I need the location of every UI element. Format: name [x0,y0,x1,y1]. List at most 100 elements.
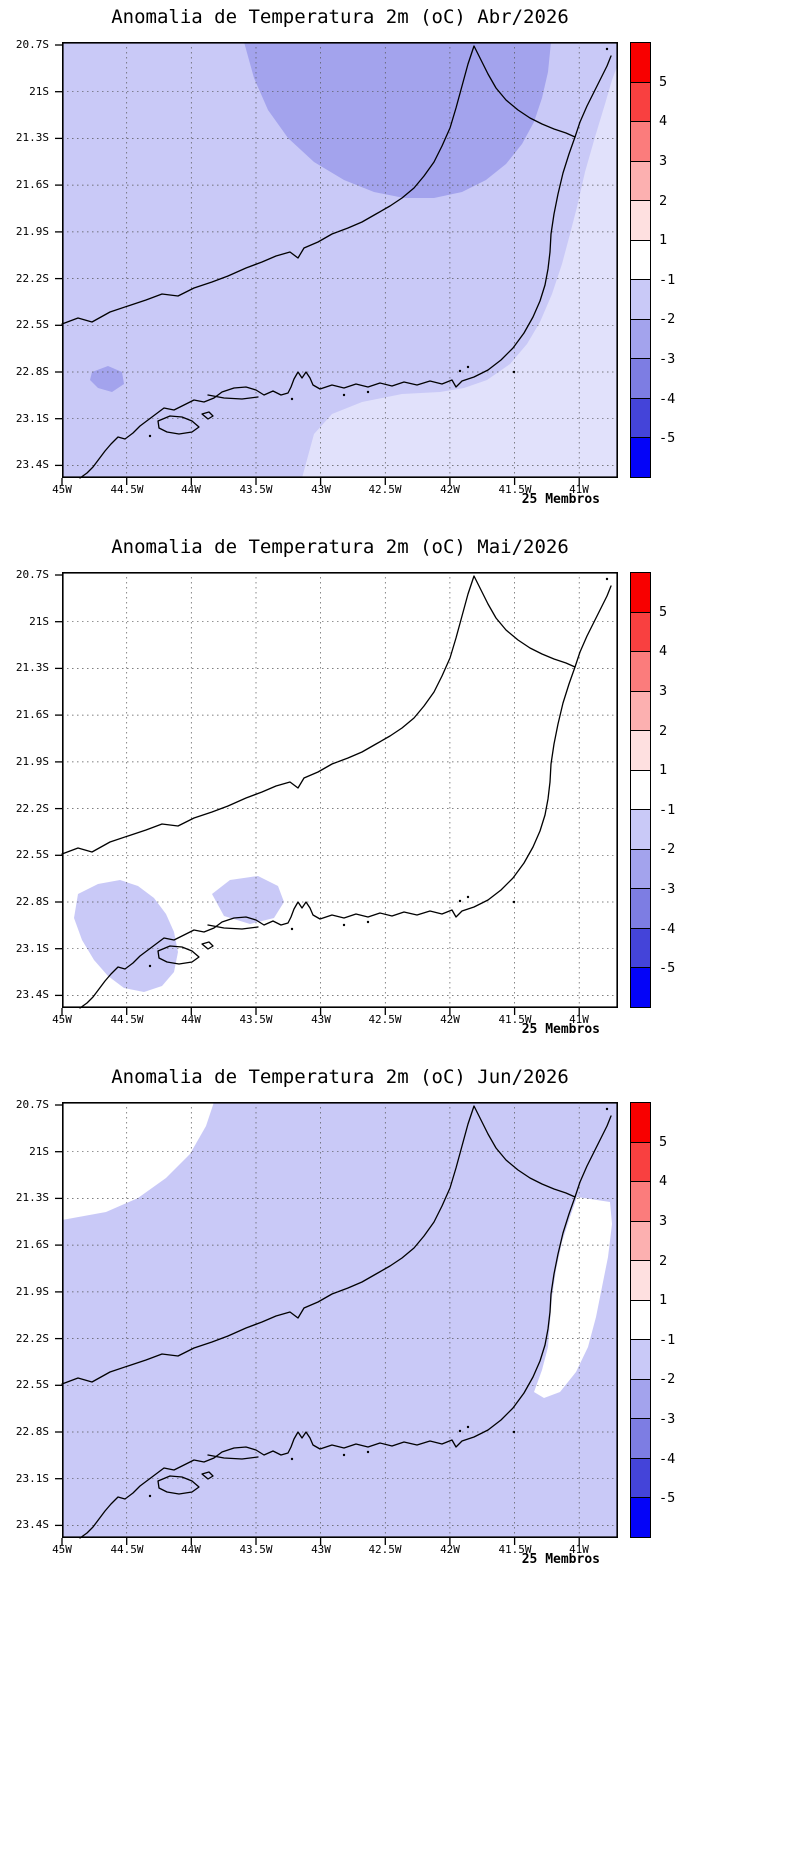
lat-tick-label: 22.8S [15,365,49,378]
anomaly-shade-light-se [302,64,618,478]
colorbar-tick-label: -5 [659,960,676,976]
colorbar-tick-label: 2 [659,1253,668,1269]
colorbar-segment [631,1457,650,1498]
ensemble-members-label: 25 Membros [521,1552,600,1567]
colorbar-tick-label: -3 [659,1411,676,1427]
lon-tick-label: 42W [440,483,460,496]
lat-tick-label: 21.9S [15,1285,49,1298]
anomaly-map-jun [54,1101,619,1546]
colorbar-tick-label: 2 [659,723,668,739]
lon-tick-label: 45W [52,1013,72,1026]
lon-tick-label: 43.5W [239,1013,273,1026]
colorbar-tick-label: -5 [659,1490,676,1506]
lon-tick-label: 42.5W [368,483,402,496]
neutral-shade-offshore-east [534,1197,612,1398]
lat-tick-label: 22.5S [15,1378,49,1391]
lat-tick-label: 20.7S [15,568,49,581]
neutral-shade-nw-corner [62,1102,214,1220]
lat-axis: 20.7S 21S 21.3S 21.6S 21.9S 22.2S 22.5S 22.8S 23… [0,530,55,1060]
colorbar-segment [631,730,650,770]
lon-tick-label: 44.5W [110,483,144,496]
lon-tick-label: 41W [569,1013,589,1026]
colorbar-segment [631,1339,650,1379]
colorbar [630,572,651,1008]
map-panel-mai-2026: Anomalia de Temperatura 2m (oC) Mai/2026… [0,530,800,1060]
colorbar-segment [631,121,650,161]
lat-tick-label: 22.8S [15,895,49,908]
lon-tick-label: 44W [181,483,201,496]
lon-tick-label: 41.5W [498,483,532,496]
lat-tick-label: 22.8S [15,1425,49,1438]
map-frame [62,572,619,1008]
colorbar-segment [631,848,650,889]
lat-tick-label: 23.4S [15,458,49,471]
lat-axis: 20.7S 21S 21.3S 21.6S 21.9S 22.2S 22.5S 22.8S 23… [0,0,55,530]
lon-tick-label: 42W [440,1013,460,1026]
colorbar-segment [631,651,650,691]
colorbar-segment [631,1260,650,1300]
colorbar-segment [631,239,650,280]
lat-tick-label: 22.2S [15,802,49,815]
colorbar [630,42,651,478]
colorbar-segment [631,1181,650,1221]
colorbar-segment [631,1103,650,1142]
colorbar-tick-label: -1 [659,272,676,288]
colorbar-tick-label: -3 [659,881,676,897]
colorbar-tick-label: 5 [659,74,668,90]
colorbar-segment [631,358,650,398]
map-frame [62,42,619,478]
colorbar-segment [631,1141,650,1182]
lat-axis: 20.7S 21S 21.3S 21.6S 21.9S 22.2S 22.5S 22.8S 23… [0,1060,55,1590]
lat-tick-label: 21.9S [15,225,49,238]
colorbar-segment [631,1220,650,1261]
colorbar-tick-label: -1 [659,802,676,818]
colorbar-segment [631,81,650,122]
colorbar-tick-label: 4 [659,643,668,659]
lat-tick-label: 22.5S [15,848,49,861]
colorbar-segment [631,1497,650,1538]
panel-title: Anomalia de Temperatura 2m (oC) Abr/2026 [111,6,569,28]
colorbar-tick-label: 4 [659,1173,668,1189]
anomaly-shade-sw-coastal [74,880,178,992]
anomaly-shade-dark-north [244,42,551,198]
panel-title: Anomalia de Temperatura 2m (oC) Mai/2026 [111,536,569,558]
colorbar-tick-label: 1 [659,1292,668,1308]
lon-tick-label: 45W [52,1543,72,1556]
colorbar-tick-label: 1 [659,762,668,778]
colorbar-tick-label: -4 [659,391,676,407]
colorbar-tick-label: -3 [659,351,676,367]
lat-tick-label: 21.3S [15,661,49,674]
lat-tick-label: 21.6S [15,708,49,721]
lat-tick-label: 22.2S [15,272,49,285]
colorbar-tick-label: -4 [659,921,676,937]
map-frame [62,1102,619,1538]
lat-tick-label: 23.1S [15,412,49,425]
colorbar-segment [631,200,650,240]
colorbar-tick-label: 5 [659,604,668,620]
map-panel-abr-2026: Anomalia de Temperatura 2m (oC) Abr/2026… [0,0,800,530]
colorbar-tick-label: 4 [659,113,668,129]
lon-tick-label: 43.5W [239,483,273,496]
lat-tick-label: 21.3S [15,1191,49,1204]
lon-tick-label: 43.5W [239,1543,273,1556]
lat-tick-label: 21S [29,1145,49,1158]
colorbar-segment [631,611,650,652]
lon-tick-label: 42.5W [368,1013,402,1026]
colorbar-tick-label: 1 [659,232,668,248]
colorbar-segment [631,573,650,612]
lon-tick-label: 43W [311,1013,331,1026]
colorbar-segment [631,437,650,478]
colorbar-segment [631,1418,650,1458]
lon-tick-label: 41.5W [498,1543,532,1556]
lon-tick-label: 41W [569,483,589,496]
lon-tick-label: 44W [181,1543,201,1556]
lat-tick-label: 21S [29,85,49,98]
panel-title: Anomalia de Temperatura 2m (oC) Jun/2026 [111,1066,569,1088]
colorbar [630,1102,651,1538]
lat-tick-label: 21.6S [15,1238,49,1251]
colorbar-tick-label: -2 [659,1371,676,1387]
anomaly-map-mai [54,571,619,1016]
colorbar-tick-label: -2 [659,311,676,327]
colorbar-tick-label: 3 [659,1213,668,1229]
colorbar-segment [631,1299,650,1340]
